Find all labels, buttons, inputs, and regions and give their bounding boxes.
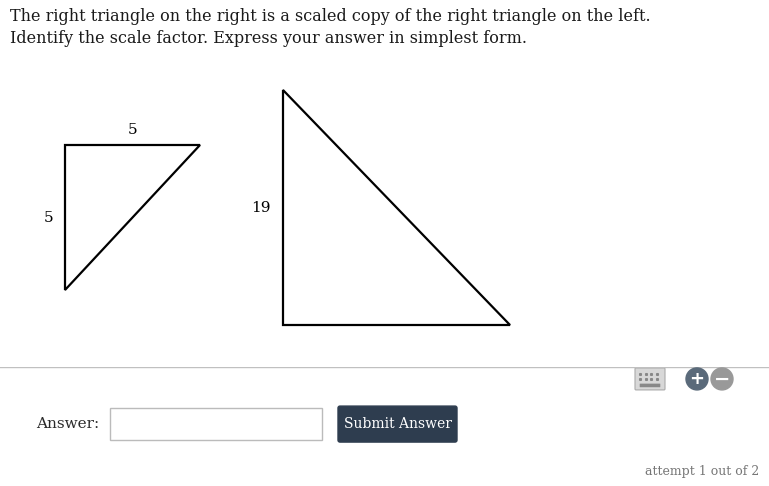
FancyBboxPatch shape [110, 408, 322, 440]
Text: attempt 1 out of 2: attempt 1 out of 2 [644, 465, 759, 478]
Text: 5: 5 [128, 123, 138, 137]
FancyBboxPatch shape [338, 406, 457, 442]
Text: Identify the scale factor. Express your answer in simplest form.: Identify the scale factor. Express your … [10, 30, 527, 47]
Text: Answer:: Answer: [36, 417, 99, 431]
FancyBboxPatch shape [635, 368, 665, 390]
Text: 5: 5 [43, 210, 53, 225]
Text: +: + [690, 370, 704, 388]
Text: The right triangle on the right is a scaled copy of the right triangle on the le: The right triangle on the right is a sca… [10, 8, 651, 25]
FancyBboxPatch shape [640, 383, 661, 387]
Text: Submit Answer: Submit Answer [344, 417, 451, 431]
Circle shape [686, 368, 708, 390]
Circle shape [711, 368, 733, 390]
Text: −: − [714, 369, 731, 388]
Text: 19: 19 [251, 201, 271, 214]
